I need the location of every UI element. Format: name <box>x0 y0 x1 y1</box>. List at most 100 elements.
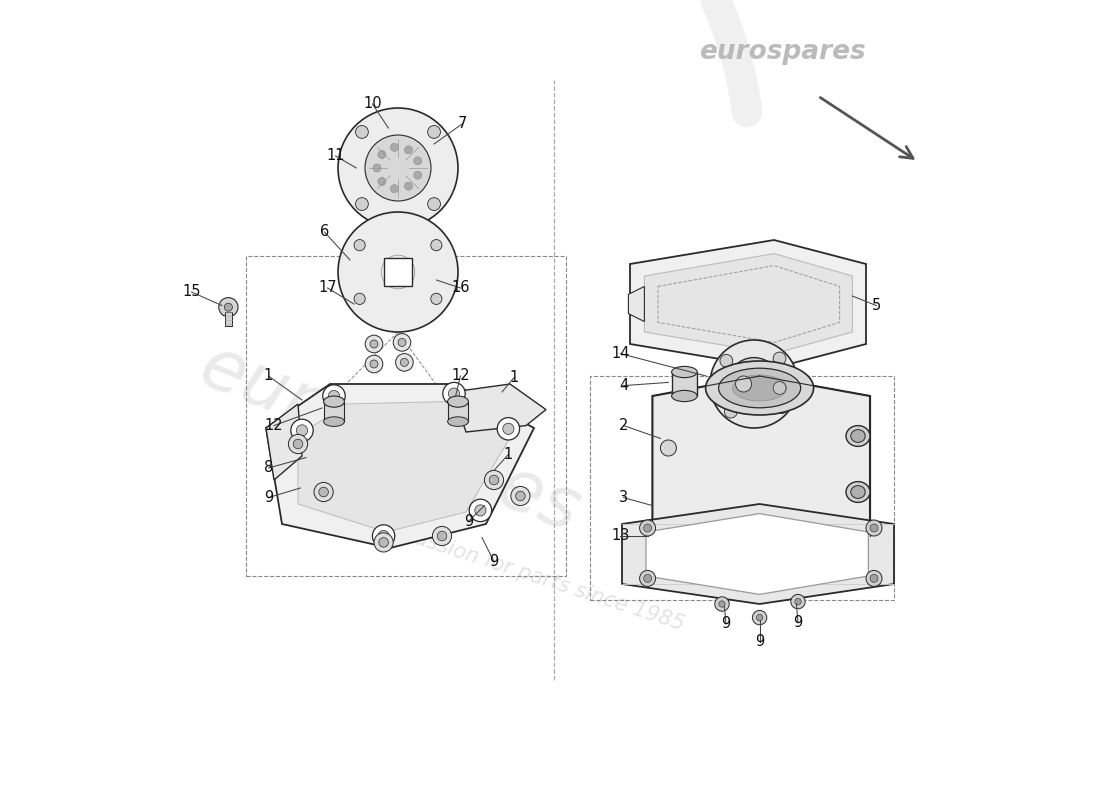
Ellipse shape <box>850 430 866 442</box>
Circle shape <box>740 370 767 397</box>
Circle shape <box>773 382 786 394</box>
Text: 3: 3 <box>619 490 628 505</box>
Text: 9: 9 <box>464 514 473 529</box>
Text: 5: 5 <box>872 298 881 313</box>
Polygon shape <box>452 384 546 432</box>
Circle shape <box>319 487 329 497</box>
Circle shape <box>354 294 365 305</box>
Circle shape <box>405 146 412 154</box>
Circle shape <box>365 135 431 201</box>
Ellipse shape <box>733 375 786 401</box>
Circle shape <box>390 143 398 151</box>
Circle shape <box>294 439 302 449</box>
Bar <box>384 258 412 286</box>
Polygon shape <box>266 404 302 480</box>
Circle shape <box>414 157 421 165</box>
Text: 12: 12 <box>451 369 470 383</box>
Circle shape <box>773 352 785 365</box>
Circle shape <box>644 524 651 532</box>
Circle shape <box>776 401 788 414</box>
Circle shape <box>378 530 389 542</box>
Circle shape <box>373 525 395 547</box>
Circle shape <box>639 570 656 586</box>
Text: 7: 7 <box>458 117 466 131</box>
Circle shape <box>516 491 525 501</box>
Circle shape <box>715 597 729 611</box>
Circle shape <box>338 108 458 228</box>
Ellipse shape <box>448 417 469 426</box>
Circle shape <box>396 354 414 371</box>
Polygon shape <box>645 254 852 354</box>
Circle shape <box>757 614 762 621</box>
Circle shape <box>870 574 878 582</box>
Circle shape <box>720 354 733 367</box>
Circle shape <box>378 538 388 547</box>
Text: 6: 6 <box>320 225 329 239</box>
Circle shape <box>490 475 498 485</box>
Text: 9: 9 <box>793 615 803 630</box>
Circle shape <box>725 406 737 418</box>
Text: 16: 16 <box>451 281 470 295</box>
Circle shape <box>428 126 440 138</box>
Text: a passion for parts since 1985: a passion for parts since 1985 <box>381 518 686 634</box>
Bar <box>226 312 232 326</box>
Ellipse shape <box>705 361 814 415</box>
Text: 11: 11 <box>327 149 345 163</box>
Circle shape <box>752 610 767 625</box>
Circle shape <box>378 178 386 186</box>
Text: 9: 9 <box>490 554 498 569</box>
Circle shape <box>338 212 458 332</box>
Bar <box>323 402 344 422</box>
Ellipse shape <box>846 426 870 446</box>
Circle shape <box>866 570 882 586</box>
Text: 9: 9 <box>722 617 730 631</box>
Polygon shape <box>628 286 645 322</box>
Circle shape <box>354 239 365 250</box>
Text: 17: 17 <box>318 281 337 295</box>
Circle shape <box>484 470 504 490</box>
Circle shape <box>400 358 408 366</box>
Circle shape <box>791 594 805 609</box>
Circle shape <box>398 338 406 346</box>
Circle shape <box>296 425 308 436</box>
Circle shape <box>390 185 398 193</box>
Circle shape <box>449 388 460 399</box>
Circle shape <box>736 376 751 392</box>
Text: 12: 12 <box>265 418 284 433</box>
Text: 1: 1 <box>264 369 273 383</box>
Text: eurospares: eurospares <box>700 39 866 65</box>
Circle shape <box>373 164 381 172</box>
Bar <box>590 376 894 600</box>
Text: 1: 1 <box>504 447 513 462</box>
Circle shape <box>224 303 232 311</box>
Polygon shape <box>266 384 534 548</box>
Ellipse shape <box>323 396 344 407</box>
Ellipse shape <box>672 390 697 402</box>
Polygon shape <box>646 514 868 594</box>
Text: 13: 13 <box>612 529 629 543</box>
Circle shape <box>378 150 386 158</box>
Circle shape <box>718 601 725 607</box>
Text: 9: 9 <box>755 634 764 649</box>
Circle shape <box>710 340 798 428</box>
Circle shape <box>437 531 447 541</box>
Text: 14: 14 <box>612 346 629 361</box>
Circle shape <box>314 482 333 502</box>
Polygon shape <box>298 402 510 532</box>
Circle shape <box>475 505 486 516</box>
Circle shape <box>866 520 882 536</box>
Circle shape <box>290 419 314 442</box>
Circle shape <box>370 340 378 348</box>
Circle shape <box>322 385 345 407</box>
Circle shape <box>355 198 368 210</box>
Circle shape <box>431 239 442 250</box>
Ellipse shape <box>718 368 801 408</box>
Circle shape <box>660 440 676 456</box>
Text: 15: 15 <box>183 285 201 299</box>
Polygon shape <box>621 504 894 604</box>
Ellipse shape <box>850 486 866 498</box>
Circle shape <box>374 533 393 552</box>
Circle shape <box>870 524 878 532</box>
Circle shape <box>288 434 308 454</box>
Ellipse shape <box>846 482 870 502</box>
